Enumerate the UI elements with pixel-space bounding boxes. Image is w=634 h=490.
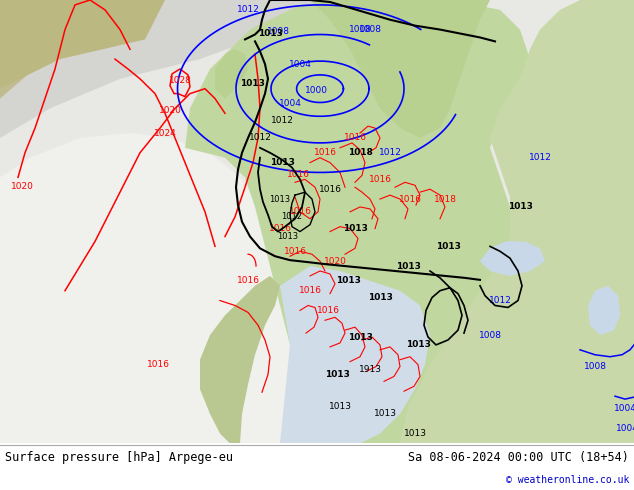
Text: 1008: 1008 bbox=[583, 362, 607, 371]
Text: 1013: 1013 bbox=[436, 242, 460, 251]
Text: 1013: 1013 bbox=[335, 276, 361, 285]
Text: 1024: 1024 bbox=[153, 128, 176, 138]
Text: 1013: 1013 bbox=[342, 224, 368, 233]
Text: © weatheronline.co.uk: © weatheronline.co.uk bbox=[506, 475, 629, 485]
Text: 1012: 1012 bbox=[378, 148, 401, 157]
Polygon shape bbox=[520, 0, 634, 197]
Polygon shape bbox=[0, 0, 634, 443]
Text: 1004: 1004 bbox=[616, 424, 634, 433]
Text: 1012: 1012 bbox=[236, 5, 259, 14]
Text: 1016: 1016 bbox=[299, 286, 321, 295]
Text: 1016: 1016 bbox=[287, 170, 309, 179]
Polygon shape bbox=[588, 286, 620, 335]
Polygon shape bbox=[0, 0, 160, 98]
Text: 1013: 1013 bbox=[347, 333, 372, 342]
Text: 1012: 1012 bbox=[489, 296, 512, 305]
Text: 1004: 1004 bbox=[614, 404, 634, 414]
Text: 1012: 1012 bbox=[249, 133, 271, 143]
Text: 1013: 1013 bbox=[257, 29, 282, 38]
Polygon shape bbox=[310, 0, 490, 138]
Text: 1013: 1013 bbox=[328, 401, 351, 411]
Text: 1018: 1018 bbox=[434, 195, 456, 203]
Text: 1008: 1008 bbox=[479, 331, 501, 340]
Text: 1016: 1016 bbox=[344, 133, 366, 143]
Text: 1028: 1028 bbox=[169, 76, 191, 85]
Text: 1012: 1012 bbox=[271, 116, 294, 125]
Text: 1013: 1013 bbox=[325, 370, 349, 379]
Text: 1020: 1020 bbox=[11, 182, 34, 191]
Text: 1012: 1012 bbox=[529, 153, 552, 162]
Text: 1013: 1013 bbox=[278, 232, 299, 241]
Text: 1008: 1008 bbox=[358, 25, 382, 34]
Text: Surface pressure [hPa] Arpege-eu: Surface pressure [hPa] Arpege-eu bbox=[5, 451, 233, 464]
Polygon shape bbox=[0, 0, 634, 443]
Text: 1016: 1016 bbox=[269, 224, 292, 233]
Text: 1913: 1913 bbox=[358, 365, 382, 374]
Text: 1013: 1013 bbox=[269, 195, 290, 203]
Text: 1016: 1016 bbox=[399, 195, 422, 203]
Text: 1016: 1016 bbox=[283, 247, 306, 256]
Text: 1020: 1020 bbox=[323, 257, 346, 266]
Text: 1016: 1016 bbox=[313, 148, 337, 157]
Text: 1004: 1004 bbox=[278, 99, 301, 108]
Text: 1016: 1016 bbox=[316, 306, 339, 315]
Polygon shape bbox=[200, 276, 280, 443]
Text: 1008: 1008 bbox=[349, 25, 372, 34]
Text: 1013: 1013 bbox=[373, 409, 396, 418]
Text: 1013: 1013 bbox=[368, 293, 392, 302]
Text: 1020: 1020 bbox=[158, 106, 181, 115]
Text: 1013: 1013 bbox=[269, 158, 294, 167]
Polygon shape bbox=[0, 0, 165, 89]
Text: 1016: 1016 bbox=[288, 207, 311, 217]
Text: 1012: 1012 bbox=[281, 212, 302, 221]
Text: 1013: 1013 bbox=[406, 341, 430, 349]
Polygon shape bbox=[450, 0, 634, 98]
Polygon shape bbox=[280, 266, 430, 443]
Polygon shape bbox=[185, 0, 530, 443]
Text: 1016: 1016 bbox=[146, 360, 169, 369]
Text: 1016: 1016 bbox=[368, 175, 392, 184]
Text: 1008: 1008 bbox=[266, 27, 290, 36]
Text: 1013: 1013 bbox=[403, 429, 427, 438]
Polygon shape bbox=[215, 49, 248, 98]
Text: 1016: 1016 bbox=[236, 276, 259, 285]
Text: Sa 08-06-2024 00:00 UTC (18+54): Sa 08-06-2024 00:00 UTC (18+54) bbox=[408, 451, 629, 464]
Text: 1000: 1000 bbox=[304, 86, 328, 95]
Polygon shape bbox=[0, 133, 315, 443]
Text: 1013: 1013 bbox=[508, 202, 533, 212]
Text: 1004: 1004 bbox=[288, 60, 311, 69]
Text: 1013: 1013 bbox=[396, 262, 420, 270]
Text: 1018: 1018 bbox=[347, 148, 372, 157]
Polygon shape bbox=[400, 0, 634, 443]
Text: 1016: 1016 bbox=[318, 185, 342, 194]
Text: 1013: 1013 bbox=[240, 79, 264, 88]
Polygon shape bbox=[480, 242, 545, 276]
